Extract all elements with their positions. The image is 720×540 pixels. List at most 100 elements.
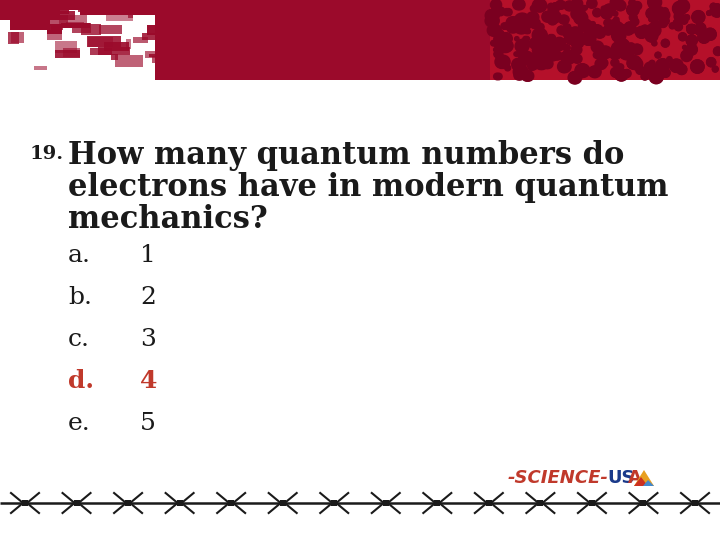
Circle shape	[501, 40, 513, 52]
Circle shape	[641, 25, 649, 33]
Circle shape	[617, 39, 629, 52]
Bar	[72, 23, 91, 33]
Circle shape	[686, 35, 697, 46]
Circle shape	[652, 21, 660, 29]
Circle shape	[572, 37, 584, 48]
Circle shape	[561, 51, 575, 64]
Circle shape	[494, 35, 503, 43]
Circle shape	[706, 11, 711, 15]
Circle shape	[611, 68, 621, 77]
Circle shape	[635, 26, 647, 38]
Circle shape	[602, 8, 610, 16]
Circle shape	[624, 70, 631, 77]
Circle shape	[561, 30, 566, 35]
Circle shape	[711, 4, 720, 17]
Text: A: A	[628, 469, 642, 487]
Circle shape	[627, 4, 639, 16]
Circle shape	[590, 22, 594, 26]
Circle shape	[531, 53, 540, 63]
Circle shape	[652, 21, 660, 29]
Circle shape	[528, 12, 539, 23]
Bar	[73, 500, 79, 506]
Circle shape	[637, 29, 643, 35]
Circle shape	[618, 64, 624, 70]
Circle shape	[602, 9, 613, 19]
Circle shape	[591, 22, 595, 26]
Circle shape	[495, 55, 508, 69]
Circle shape	[519, 39, 529, 50]
Circle shape	[514, 52, 518, 56]
Bar	[97, 48, 130, 56]
Bar	[155, 5, 475, 80]
Circle shape	[651, 21, 660, 29]
Circle shape	[487, 10, 499, 22]
Bar	[589, 500, 595, 506]
Circle shape	[616, 24, 626, 35]
Circle shape	[523, 36, 528, 42]
Circle shape	[607, 20, 612, 25]
Circle shape	[596, 59, 607, 69]
Circle shape	[559, 30, 564, 35]
Circle shape	[587, 0, 596, 8]
Circle shape	[496, 35, 505, 43]
Circle shape	[692, 11, 705, 23]
Circle shape	[687, 25, 692, 30]
Circle shape	[710, 3, 716, 10]
Bar	[147, 25, 163, 35]
Circle shape	[564, 51, 570, 56]
Bar	[0, 0, 720, 80]
Bar	[155, 26, 177, 31]
Circle shape	[656, 59, 669, 72]
Circle shape	[623, 70, 630, 77]
Circle shape	[515, 0, 525, 10]
Circle shape	[528, 65, 534, 70]
Circle shape	[593, 52, 600, 58]
Circle shape	[553, 52, 558, 57]
Circle shape	[508, 17, 520, 29]
Bar	[60, 0, 160, 10]
Bar	[47, 30, 63, 40]
Circle shape	[653, 12, 661, 20]
Circle shape	[557, 1, 566, 9]
Text: 5: 5	[140, 411, 156, 435]
Circle shape	[629, 0, 636, 6]
Circle shape	[695, 25, 704, 35]
Circle shape	[516, 71, 525, 80]
Text: 2: 2	[140, 286, 156, 308]
Circle shape	[615, 1, 625, 11]
Bar	[34, 66, 47, 70]
Circle shape	[616, 69, 628, 81]
Circle shape	[662, 8, 668, 14]
Circle shape	[513, 0, 523, 10]
Circle shape	[652, 41, 657, 46]
Text: US: US	[607, 469, 634, 487]
Circle shape	[657, 9, 670, 21]
Circle shape	[638, 29, 644, 35]
Bar	[22, 500, 28, 506]
Bar	[0, 0, 60, 20]
Circle shape	[604, 25, 613, 35]
Circle shape	[648, 0, 661, 9]
Circle shape	[531, 38, 542, 49]
Bar	[10, 0, 50, 30]
Circle shape	[533, 22, 539, 29]
Circle shape	[572, 45, 582, 55]
Circle shape	[659, 7, 664, 12]
Circle shape	[524, 29, 528, 33]
Circle shape	[669, 23, 675, 29]
Bar	[22, 12, 34, 16]
Circle shape	[598, 59, 607, 67]
Circle shape	[500, 40, 511, 52]
Circle shape	[565, 1, 575, 11]
Circle shape	[515, 37, 519, 41]
Circle shape	[536, 56, 543, 63]
Circle shape	[582, 32, 595, 45]
Bar	[86, 36, 122, 46]
Bar	[104, 42, 129, 51]
Circle shape	[604, 19, 610, 26]
Circle shape	[670, 59, 683, 72]
Circle shape	[575, 44, 580, 48]
Bar	[11, 32, 24, 43]
Circle shape	[662, 17, 669, 25]
Circle shape	[613, 17, 618, 22]
